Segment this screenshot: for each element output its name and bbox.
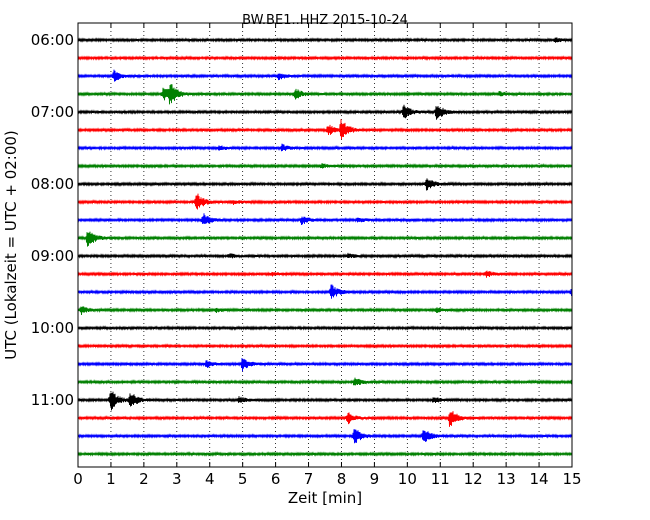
trace-1045 <box>77 377 573 386</box>
y-axis-label: UTC (Lokalzeit = UTC + 02:00) <box>2 130 20 360</box>
x-tick-label: 13 <box>497 470 516 488</box>
y-axis: 06:00 07:00 08:00 09:00 10:00 11:00 <box>31 31 572 409</box>
x-tick-label: 8 <box>337 470 347 488</box>
plot-frame <box>77 22 573 468</box>
trace-1115 <box>77 411 573 427</box>
trace-0700 <box>77 104 573 120</box>
trace-0945 <box>77 306 573 316</box>
trace-0915 <box>77 270 573 278</box>
x-tick-label: 9 <box>370 470 380 488</box>
trace-0630 <box>77 69 573 82</box>
trace-0615 <box>77 55 573 61</box>
trace-1030 <box>77 357 573 372</box>
x-tick-label: 5 <box>238 470 248 488</box>
trace-1100 <box>77 391 573 411</box>
trace-0830 <box>77 213 573 226</box>
x-tick-label: 15 <box>562 470 581 488</box>
y-tick-label: 07:00 <box>31 103 74 121</box>
y-tick-label: 10:00 <box>31 319 74 337</box>
x-tick-label: 2 <box>139 470 149 488</box>
x-tick-label: 10 <box>398 470 417 488</box>
trace-1000 <box>77 325 573 331</box>
x-tick-label: 1 <box>106 470 116 488</box>
trace-0800 <box>77 178 573 191</box>
trace-0930 <box>77 284 573 299</box>
trace-0900 <box>77 252 573 259</box>
x-tick-label: 11 <box>431 470 450 488</box>
y-tick-label: 08:00 <box>31 175 74 193</box>
x-tick-label: 0 <box>73 470 83 488</box>
trace-0645 <box>77 84 573 105</box>
x-tick-label: 3 <box>172 470 182 488</box>
y-tick-label: 11:00 <box>31 391 74 409</box>
x-axis-label: Zeit [min] <box>288 489 362 507</box>
trace-1130 <box>77 429 573 444</box>
x-axis: 0 1 2 3 4 5 6 7 8 9 10 11 12 13 14 15 <box>73 23 582 488</box>
x-tick-label: 14 <box>530 470 549 488</box>
trace-1145 <box>77 451 573 457</box>
trace-0815 <box>77 193 573 210</box>
trace-0845 <box>77 231 573 247</box>
trace-0715 <box>77 119 573 140</box>
seismic-traces <box>77 37 573 457</box>
x-tick-label: 12 <box>464 470 483 488</box>
chart-title: BW.BE1..HHZ 2015-10-24 <box>242 13 408 28</box>
trace-0730 <box>77 143 573 152</box>
trace-0745 <box>77 163 573 169</box>
x-tick-label: 6 <box>271 470 281 488</box>
y-tick-label: 09:00 <box>31 247 74 265</box>
x-tick-label: 4 <box>205 470 215 488</box>
x-tick-label: 7 <box>304 470 314 488</box>
trace-1015 <box>77 343 573 349</box>
trace-0600 <box>77 37 573 43</box>
y-tick-label: 06:00 <box>31 31 74 49</box>
